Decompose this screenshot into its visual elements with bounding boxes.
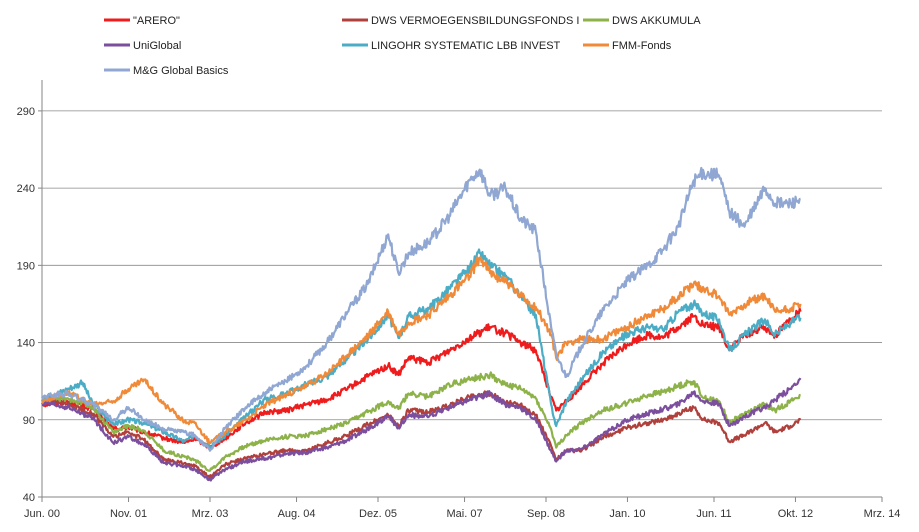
series-line bbox=[41, 256, 802, 445]
y-tick-label: 40 bbox=[23, 492, 35, 504]
x-tick-label: Sep. 08 bbox=[527, 508, 565, 520]
x-tick-label: Jan. 10 bbox=[609, 508, 645, 520]
x-tick-label: Nov. 01 bbox=[110, 508, 147, 520]
series-lines bbox=[40, 166, 802, 482]
series-line bbox=[41, 377, 802, 482]
series-line bbox=[41, 371, 801, 472]
y-tick-label: 190 bbox=[17, 260, 35, 272]
axes: 40 90 140 190 240 290 Jun. 00 Nov. 01 Mrz. 03 Aug… bbox=[17, 80, 901, 520]
series-line bbox=[41, 390, 802, 478]
legend-label: M&G Global Basics bbox=[133, 65, 229, 77]
x-tick-label: Okt. 12 bbox=[778, 508, 813, 520]
x-tick-label: Mai. 07 bbox=[447, 508, 483, 520]
y-tick-label: 290 bbox=[17, 106, 35, 118]
x-tick-label: Mrz. 03 bbox=[192, 508, 229, 520]
x-tick-label: Aug. 04 bbox=[278, 508, 316, 520]
legend-label: UniGlobal bbox=[133, 40, 181, 52]
legend-label: DWS VERMOEGENSBILDUNGSFONDS I bbox=[371, 15, 579, 27]
legend-label: FMM-Fonds bbox=[612, 40, 672, 52]
x-tick-label: Jun. 00 bbox=[24, 508, 60, 520]
series-line bbox=[41, 307, 802, 450]
y-tick-label: 240 bbox=[17, 183, 35, 195]
x-tick-label: Dez. 05 bbox=[359, 508, 397, 520]
legend-label: LINGOHR SYSTEMATIC LBB INVEST bbox=[371, 40, 561, 52]
y-tick-label: 90 bbox=[23, 415, 35, 427]
series-line bbox=[41, 248, 802, 449]
x-tick-label: Jun. 11 bbox=[696, 508, 731, 520]
series-line bbox=[40, 166, 801, 452]
x-tick-label: Mrz. 14 bbox=[864, 508, 901, 520]
legend: "ARERO" DWS VERMOEGENSBILDUNGSFONDS I DWS … bbox=[104, 15, 701, 77]
legend-label: DWS AKKUMULA bbox=[612, 15, 701, 27]
y-tick-label: 140 bbox=[17, 338, 35, 350]
legend-label: "ARERO" bbox=[133, 15, 180, 27]
